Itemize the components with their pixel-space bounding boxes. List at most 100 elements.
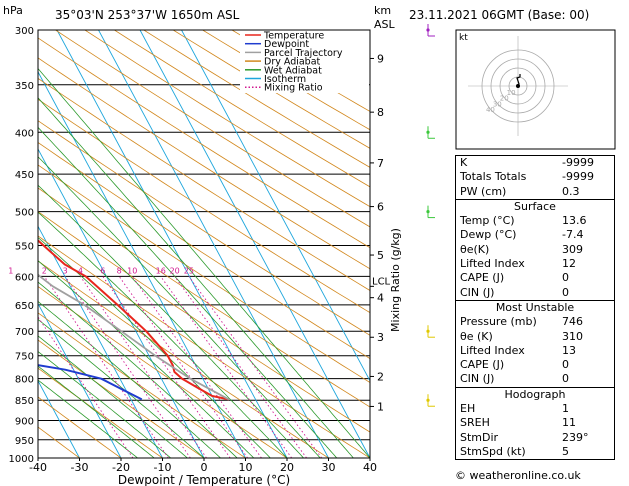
temp-tick-label: 0 xyxy=(201,461,208,474)
wet-adiabat-line xyxy=(38,365,155,458)
wet-adiabat-line xyxy=(38,97,354,458)
isotherm-line xyxy=(139,30,370,458)
stat-value: -9999 xyxy=(562,170,594,184)
dry-adiabat-line xyxy=(38,120,370,336)
stat-label: SREH xyxy=(460,416,490,430)
wet-adiabat-line xyxy=(38,281,238,458)
most-unstable-box: Most Unstable Pressure (mb) 746 θe (K) 310… xyxy=(455,300,615,388)
wet-adiabat-line xyxy=(38,156,321,458)
dry-adiabat-line xyxy=(38,312,246,458)
mixing-ratio-line xyxy=(131,276,262,458)
section-title: Surface xyxy=(514,199,556,213)
wet-adiabat-line xyxy=(38,260,255,458)
skewt-axes: 3003504004505005506006507007508008509009… xyxy=(9,26,391,474)
mixing-ratio-line xyxy=(80,276,207,458)
dry-adiabat-line xyxy=(38,260,329,458)
wind-barb-dot xyxy=(426,130,430,134)
stat-row: Lifted Index 12 xyxy=(456,257,614,271)
km-tick-label: 1 xyxy=(377,400,384,413)
dry-adiabat-line xyxy=(55,30,370,228)
dry-adiabat-line xyxy=(38,396,122,458)
mixing-ratio-label: 6 xyxy=(100,266,105,275)
isotherm-line xyxy=(98,30,329,458)
location-title: 35°03'N 253°37'W 1650m ASL xyxy=(55,8,240,22)
stat-label: StmDir xyxy=(460,430,499,444)
stat-label: Pressure (mb) xyxy=(460,315,537,329)
plot-frame xyxy=(37,29,371,459)
mixing-ratio-line xyxy=(64,276,191,458)
stat-value: 310 xyxy=(562,329,583,343)
stat-row: CIN (J) 0 xyxy=(456,372,614,386)
dry-adiabat-line xyxy=(38,37,370,249)
stat-label: CAPE (J) xyxy=(460,271,505,285)
stat-label: CIN (J) xyxy=(460,285,495,299)
dry-adiabat-line xyxy=(114,30,370,188)
stat-label: θe(K) xyxy=(460,242,490,256)
isotherm-line xyxy=(181,30,370,382)
km-tick-label: 6 xyxy=(377,201,384,214)
stat-row: Totals Totals -9999 xyxy=(456,170,614,184)
wet-adiabat-line xyxy=(38,318,205,458)
mixing-ratio-label: 8 xyxy=(117,266,122,275)
hodograph-ring-label: 10 xyxy=(507,89,516,97)
dry-adiabat-line xyxy=(172,30,370,149)
stat-value: 239° xyxy=(562,430,589,444)
pressure-tick-label: 850 xyxy=(15,396,34,407)
km-tick-label: 2 xyxy=(377,370,384,383)
stat-value: 0 xyxy=(562,358,569,372)
mixing-ratio-line xyxy=(43,276,169,458)
hodograph-ring-label: 40 xyxy=(486,106,495,114)
dry-adiabat-line xyxy=(38,211,370,433)
stat-label: K xyxy=(460,156,468,169)
stat-value: 309 xyxy=(562,242,583,256)
pressure-tick-label: 650 xyxy=(15,301,34,312)
stat-row: Dewp (°C) -7.4 xyxy=(456,228,614,242)
dry-adiabat-line xyxy=(38,57,370,270)
legend-entry: Mixing Ratio xyxy=(264,83,323,94)
dry-adiabat-line xyxy=(38,187,370,408)
isotherm-line xyxy=(38,148,205,458)
series-parcel-trajectory xyxy=(38,273,230,401)
legend-entry: Dewpoint xyxy=(264,39,309,50)
dry-adiabat-line xyxy=(38,235,370,458)
datetime-title: 23.11.2021 06GMT (Base: 00) xyxy=(409,8,589,22)
stat-value: 0 xyxy=(562,372,569,386)
isotherm-line xyxy=(56,30,288,458)
stat-label: CIN (J) xyxy=(460,372,495,386)
temp-tick-label: 30 xyxy=(322,461,336,474)
surface-box: Surface Temp (°C) 13.6 Dewp (°C) -7.4 θe(K… xyxy=(455,199,615,301)
stat-value: 1 xyxy=(562,402,569,416)
pressure-tick-label: 450 xyxy=(15,170,34,181)
x-axis-title: Dewpoint / Temperature (°C) xyxy=(118,473,290,486)
stat-label: Totals Totals xyxy=(460,170,527,184)
stat-row: θe (K) 310 xyxy=(456,330,614,344)
stat-value: 0 xyxy=(562,285,569,299)
temp-tick-label: -40 xyxy=(29,461,47,474)
stat-row: EH 1 xyxy=(456,402,614,416)
temp-tick-label: 40 xyxy=(363,461,377,474)
pressure-tick-label: 300 xyxy=(15,26,34,37)
isotherm-line xyxy=(38,70,246,458)
km-tick-label: 9 xyxy=(377,52,384,65)
stat-row: StmSpd (kt) 5 xyxy=(456,445,614,459)
section-title: Most Unstable xyxy=(495,300,575,314)
pressure-tick-label: 550 xyxy=(15,241,34,252)
hodograph-origin xyxy=(516,84,520,88)
stat-value: 0.3 xyxy=(562,184,580,198)
stat-row: CAPE (J) 0 xyxy=(456,271,614,285)
copyright-text: © weatheronline.co.uk xyxy=(455,469,581,482)
wet-adiabat-line xyxy=(38,211,288,458)
skewt-series xyxy=(38,239,230,401)
stat-value: 11 xyxy=(562,416,576,430)
mixing-ratio-axis-title: Mixing Ratio (g/kg) xyxy=(389,228,402,332)
stat-row: Pressure (mb) 746 xyxy=(456,315,614,329)
mixing-ratio-label: 4 xyxy=(78,266,83,275)
temp-tick-label: -10 xyxy=(154,461,172,474)
pressure-tick-label: 800 xyxy=(15,375,34,386)
km-tick-label: 4 xyxy=(377,292,384,305)
km-tick-label: 8 xyxy=(377,106,384,119)
pressure-tick-label: 750 xyxy=(15,352,34,363)
stat-value: 13 xyxy=(562,343,576,357)
mixing-ratio-labels: 1 2 3 4 6 8 10 16 20 25 xyxy=(8,266,194,275)
pressure-tick-label: 950 xyxy=(15,436,34,447)
